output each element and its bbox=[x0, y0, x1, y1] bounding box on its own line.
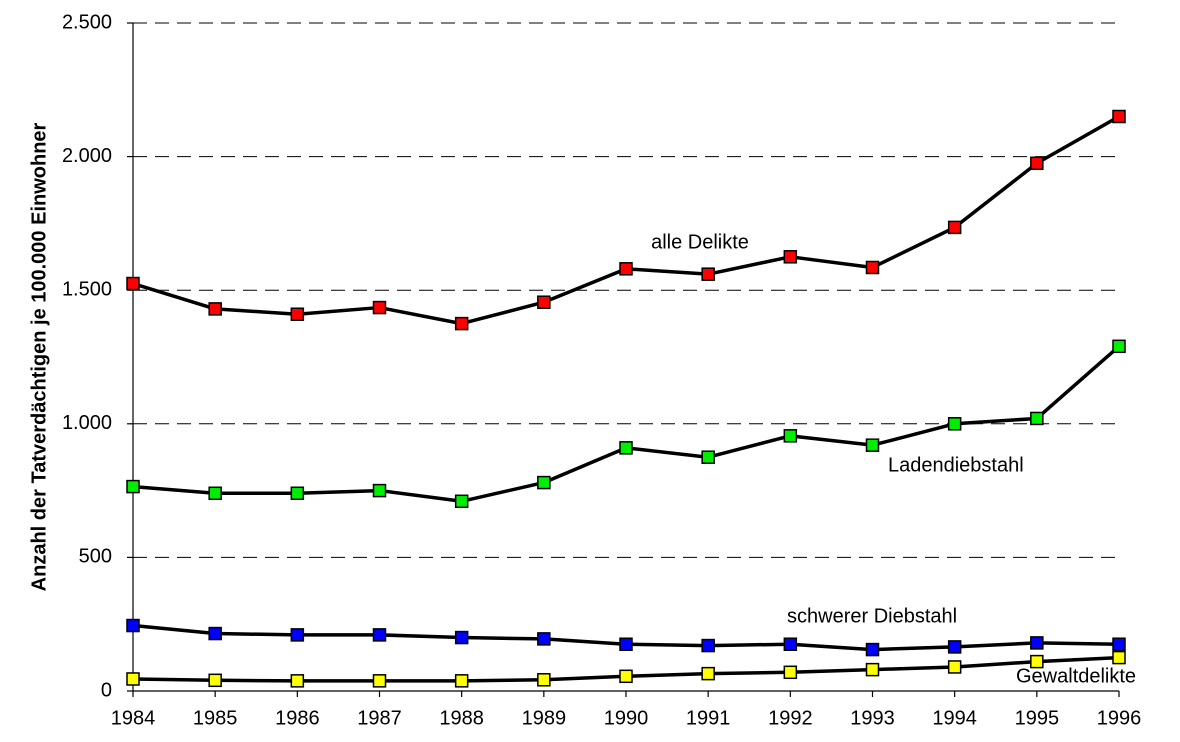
marker bbox=[208, 673, 222, 688]
marker bbox=[1112, 650, 1126, 665]
x-tick-label: 1990 bbox=[604, 707, 649, 729]
marker bbox=[783, 637, 798, 651]
y-axis-title: Anzahl der Tatverdächtigen je 100.000 Ei… bbox=[28, 122, 50, 591]
marker bbox=[1030, 411, 1044, 426]
marker bbox=[1030, 636, 1044, 650]
marker bbox=[619, 637, 633, 651]
marker bbox=[290, 486, 305, 501]
marker bbox=[454, 494, 469, 509]
series-label: schwerer Diebstahl bbox=[787, 605, 957, 627]
y-tick-label: 1.500 bbox=[62, 278, 112, 300]
x-tick-label: 1993 bbox=[850, 707, 895, 729]
marker bbox=[701, 666, 715, 681]
marker bbox=[947, 640, 962, 654]
marker bbox=[1112, 109, 1126, 124]
marker bbox=[619, 262, 633, 276]
y-tick-label: 1.000 bbox=[62, 412, 112, 434]
series-label: Gewaltdelikte bbox=[1016, 665, 1136, 687]
marker bbox=[126, 479, 140, 494]
marker bbox=[454, 674, 469, 688]
y-tick-label: 2.500 bbox=[62, 11, 112, 33]
marker bbox=[126, 672, 140, 686]
marker bbox=[701, 267, 715, 281]
x-tick-label: 1988 bbox=[439, 707, 484, 729]
marker bbox=[865, 438, 880, 452]
x-tick-label: 1995 bbox=[1015, 707, 1060, 729]
x-tick-label: 1994 bbox=[932, 707, 977, 729]
marker bbox=[454, 630, 469, 645]
x-tick-label: 1996 bbox=[1097, 707, 1142, 729]
marker bbox=[783, 250, 798, 264]
marker bbox=[290, 307, 305, 321]
series-label: alle Delikte bbox=[651, 231, 749, 253]
marker bbox=[947, 220, 962, 235]
marker bbox=[537, 295, 551, 309]
x-tick-label: 1987 bbox=[357, 707, 402, 729]
marker bbox=[126, 618, 140, 633]
series-label: Ladendiebstahl bbox=[888, 454, 1024, 476]
marker bbox=[208, 302, 222, 316]
y-tick-label: 0 bbox=[101, 679, 112, 701]
marker bbox=[537, 632, 551, 646]
x-tick-label: 1985 bbox=[193, 707, 238, 729]
marker bbox=[208, 626, 222, 641]
marker bbox=[947, 417, 962, 431]
marker bbox=[372, 483, 387, 498]
marker bbox=[865, 642, 880, 657]
marker bbox=[290, 628, 305, 642]
x-tick-label: 1989 bbox=[522, 707, 567, 729]
marker bbox=[208, 486, 222, 501]
marker bbox=[783, 429, 798, 443]
marker bbox=[537, 475, 551, 490]
marker bbox=[865, 260, 880, 275]
marker bbox=[947, 660, 962, 674]
marker bbox=[701, 450, 715, 464]
marker bbox=[1112, 339, 1126, 354]
marker bbox=[619, 441, 633, 455]
marker bbox=[126, 276, 140, 291]
marker bbox=[783, 665, 798, 680]
marker bbox=[865, 662, 880, 677]
marker bbox=[372, 300, 387, 315]
marker bbox=[537, 673, 551, 687]
marker bbox=[454, 316, 469, 331]
marker bbox=[1112, 637, 1126, 651]
marker bbox=[619, 669, 633, 684]
x-tick-label: 1992 bbox=[768, 707, 813, 729]
marker bbox=[701, 638, 715, 653]
marker bbox=[1030, 654, 1044, 669]
marker bbox=[372, 628, 387, 642]
marker bbox=[290, 674, 305, 688]
x-tick-label: 1986 bbox=[275, 707, 320, 729]
y-tick-label: 2.000 bbox=[62, 145, 112, 167]
x-tick-label: 1991 bbox=[686, 707, 731, 729]
y-tick-label: 500 bbox=[79, 546, 112, 568]
marker bbox=[372, 674, 387, 688]
marker bbox=[1030, 156, 1044, 171]
x-tick-label: 1984 bbox=[111, 707, 156, 729]
series-line bbox=[132, 114, 1120, 326]
